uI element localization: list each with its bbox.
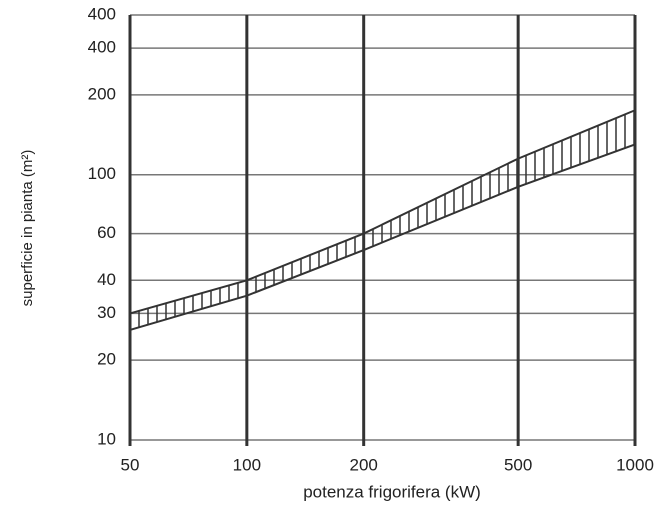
x-tick-label: 500 — [504, 455, 532, 474]
band-line — [129, 109, 636, 315]
x-tick-label: 200 — [350, 455, 378, 474]
band-hatch — [130, 110, 635, 330]
y-tick-label: 400 — [88, 4, 116, 23]
y-tick-label: 40 — [97, 270, 116, 289]
y-tick-label: 30 — [97, 303, 116, 322]
band-line — [129, 143, 636, 331]
y-tick-label: 200 — [88, 84, 116, 103]
y-tick-label: 20 — [97, 350, 116, 369]
y-tick-label: 400 — [88, 38, 116, 57]
y-axis-label: superficie in pianta (m²) — [19, 150, 36, 307]
y-tick-label: 10 — [97, 429, 116, 448]
y-tick-label: 100 — [88, 164, 116, 183]
x-axis-label: potenza frigorifera (kW) — [303, 482, 481, 501]
x-tick-label: 50 — [121, 455, 140, 474]
x-tick-label: 1000 — [616, 455, 654, 474]
y-tick-label: 60 — [97, 223, 116, 242]
x-tick-label: 100 — [233, 455, 261, 474]
